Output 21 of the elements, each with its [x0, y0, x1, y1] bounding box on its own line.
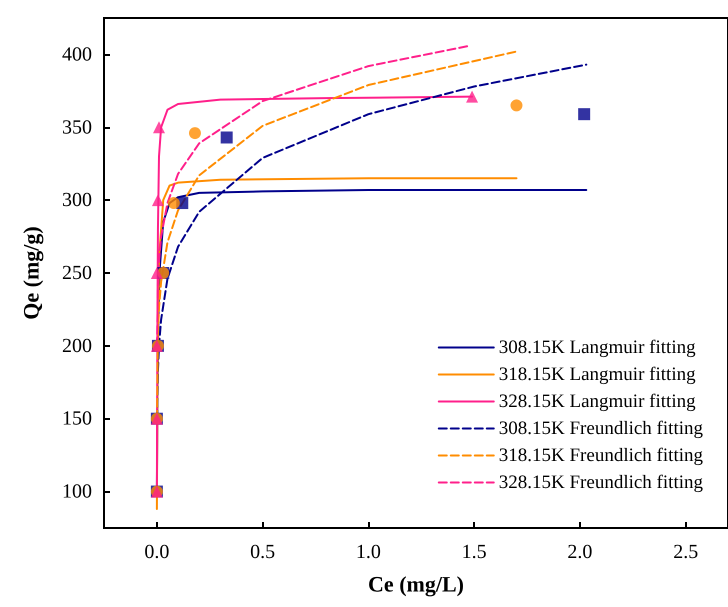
legend-label: 328.15K Freundlich fitting [498, 472, 704, 493]
y-axis-title: Qe (mg/g) [18, 226, 44, 320]
y-tick-label: 150 [62, 408, 92, 430]
y-tick-label: 250 [62, 262, 92, 284]
x-tick-label: 1.0 [356, 541, 381, 563]
y-tick-label: 400 [62, 43, 92, 66]
y-tick-label: 200 [62, 334, 92, 357]
x-tick-label: 0.0 [144, 541, 170, 563]
x-tick-label: 2.0 [567, 541, 592, 563]
legend-label: 308.15K Langmuir fitting [498, 337, 696, 358]
x-axis-title: Ce (mg/L) [368, 572, 464, 596]
legend-label: 318.15K Langmuir fitting [498, 364, 696, 385]
y-tick-label: 100 [62, 480, 92, 503]
y-tick-label: 300 [62, 189, 92, 212]
x-tick-label: 0.5 [250, 541, 276, 563]
legend-label: 308.15K Freundlich fitting [498, 418, 704, 439]
x-tick-label: 2.5 [673, 541, 698, 563]
legend-label: 328.15K Langmuir fitting [498, 391, 696, 412]
x-tick-label: 1.5 [462, 541, 487, 563]
y-tick-label: 350 [62, 116, 92, 138]
legend-label: 318.15K Freundlich fitting [498, 445, 704, 466]
